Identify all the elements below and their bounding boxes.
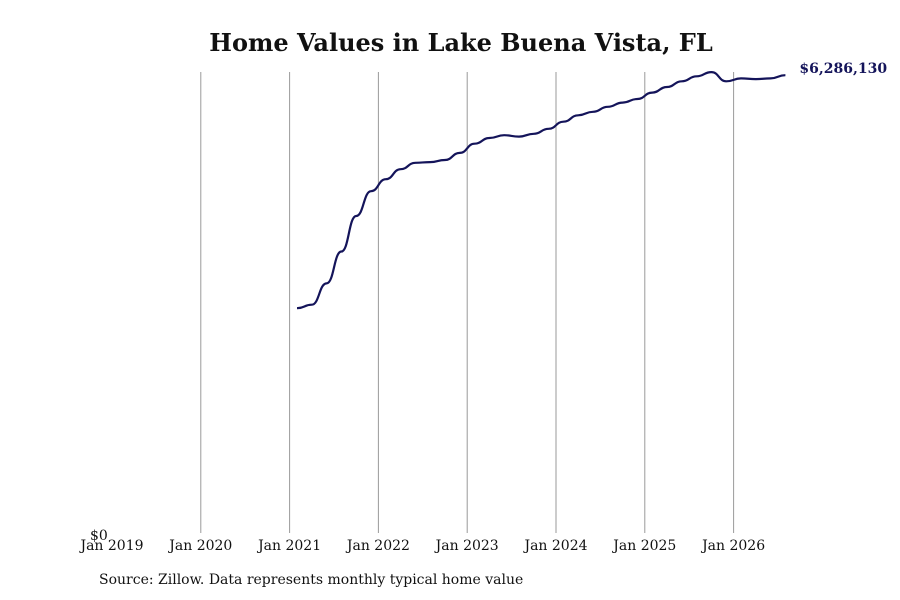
series-lines <box>296 70 786 310</box>
x-tick-label: Jan 2024 <box>522 538 587 554</box>
x-tick-label: Jan 2025 <box>611 538 676 554</box>
x-tick-label: Jan 2020 <box>167 538 232 554</box>
source-note: Source: Zillow. Data represents monthly … <box>99 572 524 588</box>
x-axis-ticks: Jan 2019 Jan 2020 Jan 2021 Jan 2022 Jan 2023… <box>78 538 765 554</box>
home-value-line <box>296 70 786 310</box>
grid-lines <box>200 72 735 533</box>
x-tick-label: Jan 2023 <box>434 538 499 554</box>
chart-title: Home Values in Lake Buena Vista, FL <box>209 28 713 57</box>
x-tick-label: Jan 2021 <box>256 538 321 554</box>
y-tick-zero: $0 <box>90 528 108 544</box>
x-tick-label: Jan 2019 <box>78 538 143 554</box>
chart-plot: Jan 2019 Jan 2020 Jan 2021 Jan 2022 Jan 2023… <box>78 61 887 554</box>
end-value-label: $6,286,130 <box>799 61 887 77</box>
x-tick-label: Jan 2022 <box>345 538 410 554</box>
x-tick-label: Jan 2026 <box>700 538 765 554</box>
